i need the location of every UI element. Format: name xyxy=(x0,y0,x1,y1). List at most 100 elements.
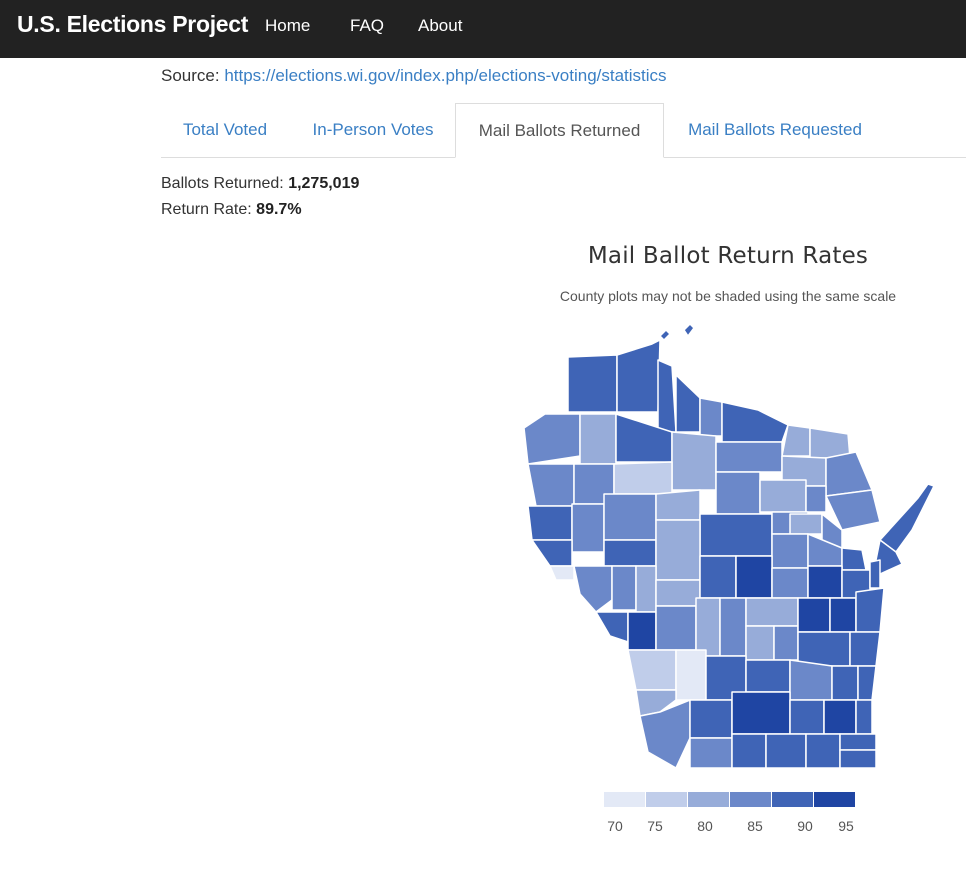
county-shape[interactable] xyxy=(721,401,789,443)
county-shape[interactable] xyxy=(829,597,857,633)
county-shape[interactable] xyxy=(825,451,873,497)
county-shape[interactable] xyxy=(855,699,873,735)
ballots-returned-label: Ballots Returned: xyxy=(161,175,284,192)
county-shape[interactable] xyxy=(745,625,775,661)
county-shape[interactable] xyxy=(579,413,617,465)
county-shape[interactable] xyxy=(731,691,791,735)
county-shape[interactable] xyxy=(695,597,721,657)
tab-total-voted[interactable]: Total Voted xyxy=(182,120,268,139)
county-shape[interactable] xyxy=(627,649,677,691)
county-shape[interactable] xyxy=(655,489,701,521)
county-shape[interactable] xyxy=(771,567,809,599)
county-shape[interactable] xyxy=(789,699,825,735)
county-shape[interactable] xyxy=(527,505,573,541)
county-shape[interactable] xyxy=(531,539,573,567)
county-shape[interactable] xyxy=(595,611,629,643)
county-shape[interactable] xyxy=(849,631,881,667)
county-shape[interactable] xyxy=(773,625,799,661)
tab-mail-ballots-requested[interactable]: Mail Ballots Requested xyxy=(688,120,862,139)
color-legend xyxy=(604,792,856,807)
nav-home-link[interactable]: Home xyxy=(265,16,311,35)
county-shape[interactable] xyxy=(699,397,723,437)
county-shape[interactable] xyxy=(675,374,701,433)
legend-swatch xyxy=(604,792,646,807)
county-shape[interactable] xyxy=(627,611,657,651)
county-shape[interactable] xyxy=(657,359,677,433)
county-shape[interactable] xyxy=(719,597,747,657)
county-shape[interactable] xyxy=(655,579,701,607)
county-shape[interactable] xyxy=(857,665,877,701)
source-label: Source: xyxy=(161,66,220,85)
county-shape[interactable] xyxy=(735,555,773,599)
wisconsin-county-map[interactable] xyxy=(500,320,940,775)
county-shape[interactable] xyxy=(655,519,701,581)
return-rate-value: 89.7% xyxy=(256,201,302,218)
county-shape[interactable] xyxy=(831,665,859,701)
county-shape[interactable] xyxy=(789,659,833,701)
county-shape[interactable] xyxy=(603,493,657,541)
county-shape[interactable] xyxy=(823,699,857,735)
county-shape[interactable] xyxy=(689,737,733,769)
map-subtitle: County plots may not be shaded using the… xyxy=(559,288,897,304)
county-shape[interactable] xyxy=(715,471,761,515)
county-shape[interactable] xyxy=(659,329,671,341)
county-shape[interactable] xyxy=(869,559,881,589)
county-shape[interactable] xyxy=(731,733,767,769)
legend-tick-label: 70 xyxy=(607,818,623,834)
legend-swatch xyxy=(730,792,772,807)
county-shape[interactable] xyxy=(839,733,877,751)
nav-faq-link[interactable]: FAQ xyxy=(350,16,385,35)
county-shape[interactable] xyxy=(789,513,823,535)
county-shape[interactable] xyxy=(571,503,605,553)
county-shape[interactable] xyxy=(523,413,581,465)
county-shape[interactable] xyxy=(841,547,867,571)
brand-link[interactable]: U.S. Elections Project xyxy=(17,11,249,37)
county-shape[interactable] xyxy=(635,689,677,717)
county-shape[interactable] xyxy=(635,565,657,613)
county-shape[interactable] xyxy=(805,485,827,513)
county-shape[interactable] xyxy=(809,427,851,459)
county-shape[interactable] xyxy=(807,565,843,599)
legend-swatch xyxy=(688,792,730,807)
county-shape[interactable] xyxy=(527,463,575,507)
county-shape[interactable] xyxy=(825,489,881,531)
county-shape[interactable] xyxy=(715,441,783,473)
county-shape[interactable] xyxy=(603,539,657,567)
county-shape[interactable] xyxy=(549,565,575,581)
return-rate-stat: Return Rate: 89.7% xyxy=(161,201,302,219)
county-shape[interactable] xyxy=(879,483,935,553)
county-shape[interactable] xyxy=(759,479,807,513)
nav-about-link[interactable]: About xyxy=(418,16,463,35)
tab-in-person-votes[interactable]: In-Person Votes xyxy=(312,120,434,139)
county-shape[interactable] xyxy=(805,733,841,769)
county-shape[interactable] xyxy=(671,431,717,491)
county-shape[interactable] xyxy=(655,605,697,651)
legend-tick-label: 95 xyxy=(838,818,854,834)
county-shape[interactable] xyxy=(616,339,661,413)
county-shape[interactable] xyxy=(699,513,773,557)
county-shape[interactable] xyxy=(797,631,851,667)
navbar: U.S. Elections Project Home FAQ About xyxy=(0,0,966,58)
return-rate-label: Return Rate: xyxy=(161,201,252,218)
legend-tick-label: 80 xyxy=(697,818,713,834)
county-shape[interactable] xyxy=(611,565,637,611)
legend-swatch xyxy=(772,792,814,807)
county-shape[interactable] xyxy=(675,649,707,701)
county-shape[interactable] xyxy=(567,354,618,413)
county-shape[interactable] xyxy=(765,733,807,769)
county-shape[interactable] xyxy=(855,587,885,633)
county-shape[interactable] xyxy=(699,555,737,599)
county-shape[interactable] xyxy=(771,533,809,569)
source-link[interactable]: https://elections.wi.gov/index.php/elect… xyxy=(224,66,667,85)
county-shape[interactable] xyxy=(689,699,733,739)
county-shape[interactable] xyxy=(683,323,695,337)
county-shape[interactable] xyxy=(573,565,613,613)
county-shape[interactable] xyxy=(745,659,791,693)
legend-tick-label: 85 xyxy=(747,818,763,834)
county-shape[interactable] xyxy=(745,597,799,627)
county-shape[interactable] xyxy=(797,597,831,633)
county-shape[interactable] xyxy=(613,461,673,495)
legend-swatch xyxy=(646,792,688,807)
tab-mail-ballots-returned[interactable]: Mail Ballots Returned xyxy=(455,103,664,158)
county-shape[interactable] xyxy=(839,749,877,769)
